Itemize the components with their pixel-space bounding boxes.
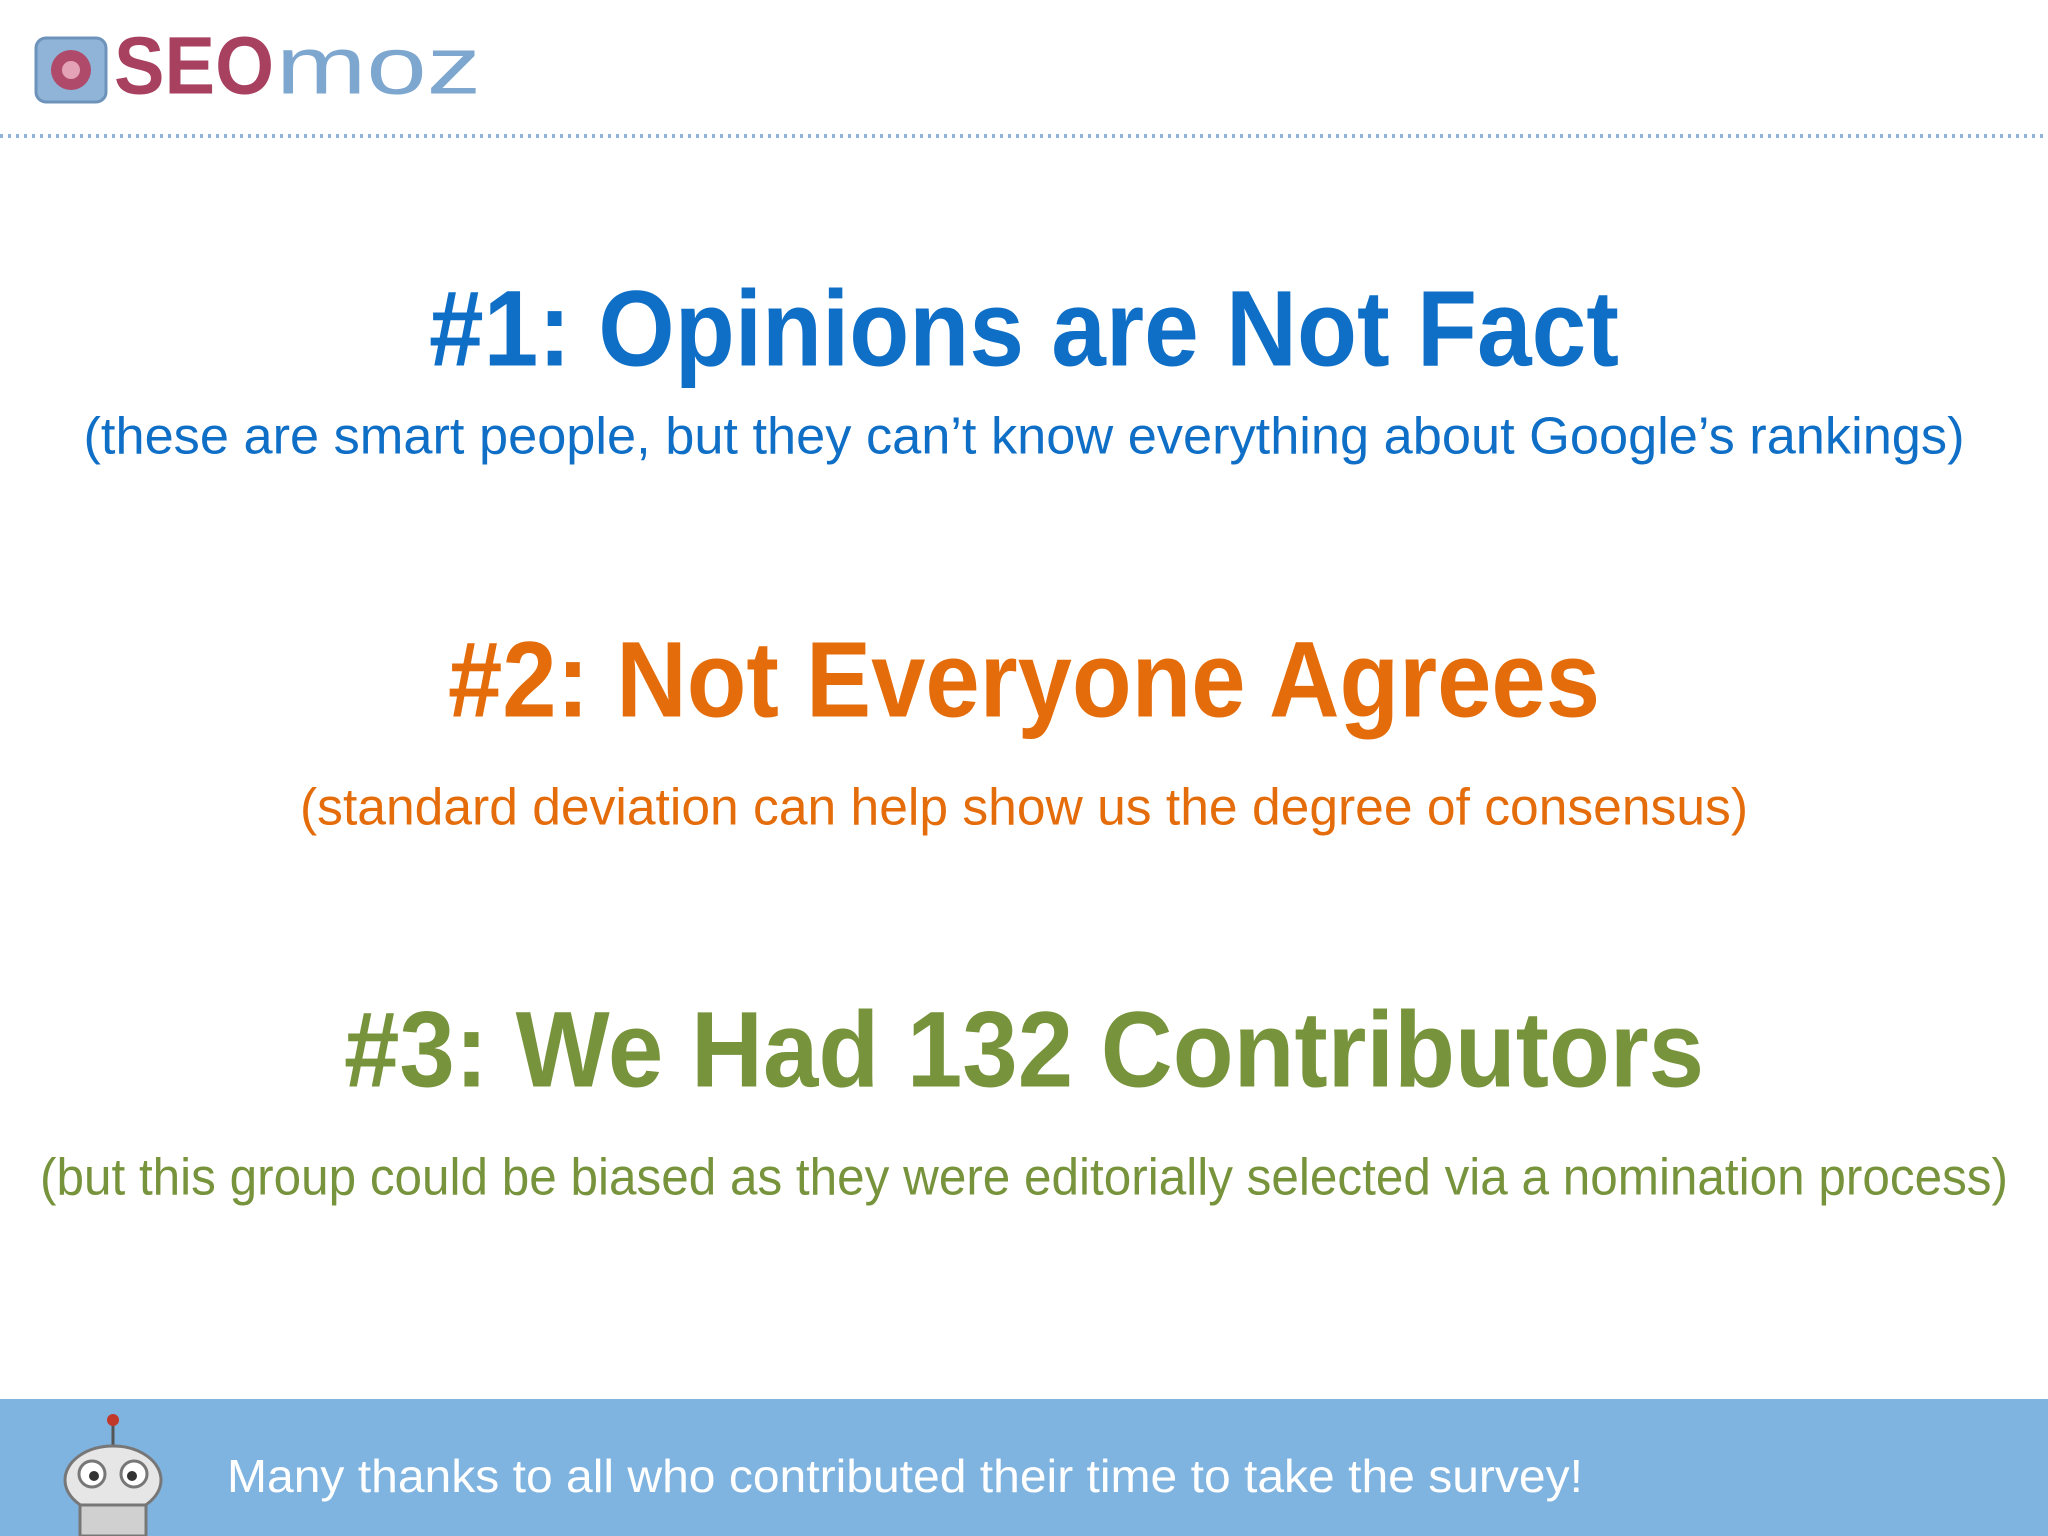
logo-light: moz bbox=[276, 21, 481, 112]
footer-band bbox=[0, 1399, 2048, 1536]
point-note: (these are smart people, but they can’t … bbox=[84, 408, 1965, 466]
footer-text: Many thanks to all who contributed their… bbox=[227, 1450, 1583, 1502]
logo-icon-center bbox=[62, 61, 80, 79]
point-note: (standard deviation can help show us the… bbox=[300, 779, 1748, 837]
point-heading: #3: We Had 132 Contributors bbox=[344, 989, 1704, 1110]
point-heading: #2: Not Everyone Agrees bbox=[448, 619, 1600, 740]
logo-bold: SEO bbox=[114, 21, 274, 112]
logo: SEO moz bbox=[34, 21, 481, 112]
robot-icon bbox=[63, 1414, 163, 1536]
point-note: (but this group could be biased as they … bbox=[40, 1149, 2008, 1207]
point-heading: #1: Opinions are Not Fact bbox=[429, 268, 1619, 389]
